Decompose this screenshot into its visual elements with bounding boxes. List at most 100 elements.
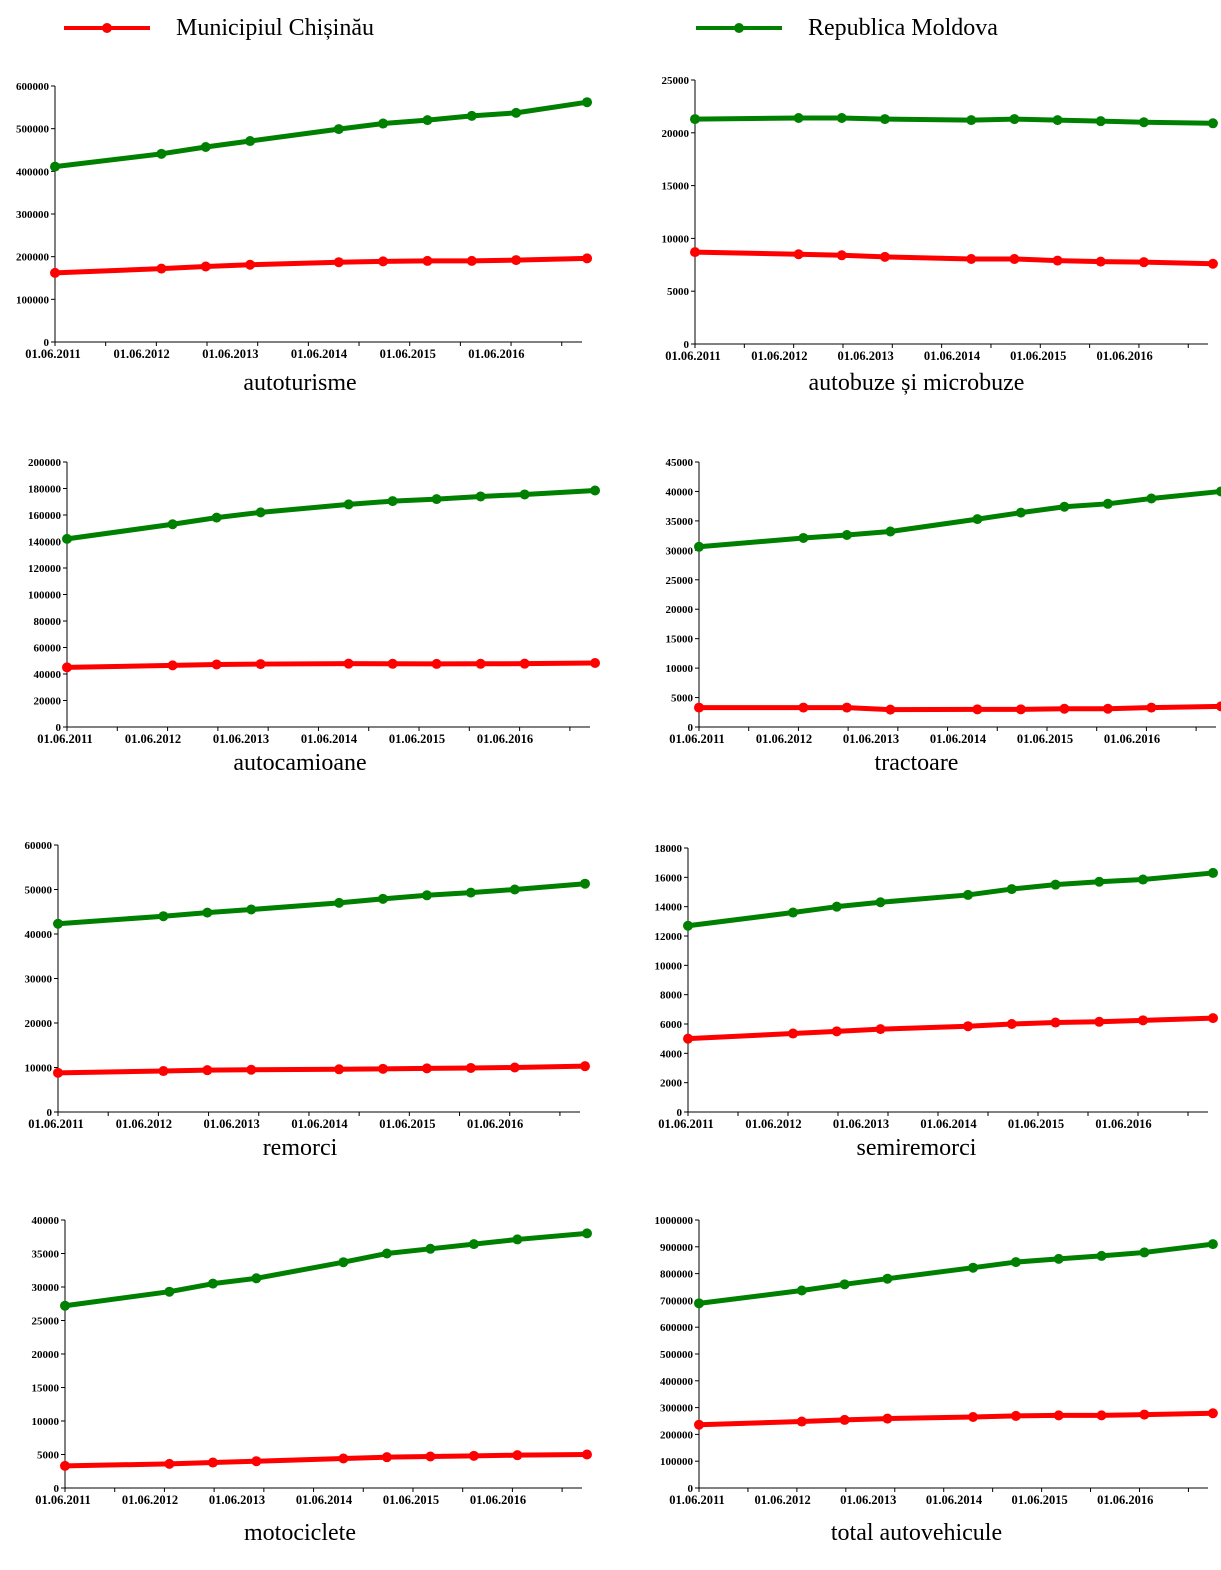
y-tick-label: 60000 — [25, 840, 53, 852]
y-tick-label: 25000 — [662, 75, 690, 87]
x-tick-label: 01.06.2013 — [213, 732, 269, 746]
x-tick-label: 01.06.2016 — [468, 347, 524, 361]
data-point-chisinau — [333, 257, 344, 268]
data-point-chisinau — [431, 658, 442, 669]
data-point-chisinau — [1095, 256, 1106, 267]
data-point-moldova — [972, 514, 983, 525]
y-tick-label: 30000 — [25, 974, 53, 986]
x-tick-label: 01.06.2011 — [669, 732, 725, 746]
line-chart-7: 0 5000 10000 15000 20000 25000 30000 35000 40000… — [32, 1215, 592, 1507]
chart-caption-6: semiremorci — [856, 1135, 977, 1161]
y-tick-label: 0 — [688, 722, 694, 734]
x-tick-label: 01.06.2012 — [114, 347, 170, 361]
data-point-chisinau — [1138, 1015, 1148, 1026]
data-point-chisinau — [156, 263, 167, 274]
data-point-moldova — [885, 526, 896, 537]
x-tick-label: 01.06.2012 — [755, 1493, 811, 1507]
y-tick-label: 5000 — [37, 1450, 60, 1462]
data-point-moldova — [62, 533, 72, 544]
y-tick-label: 10000 — [666, 663, 694, 675]
x-tick-label: 01.06.2014 — [920, 1117, 977, 1131]
data-point-chisinau — [1102, 703, 1113, 714]
data-point-moldova — [200, 142, 211, 153]
legend-item-moldova: Republica Moldova — [696, 8, 998, 48]
x-tick-label: 01.06.2013 — [202, 347, 258, 361]
x-tick-label: 01.06.2015 — [1008, 1117, 1064, 1131]
data-point-moldova — [381, 1248, 392, 1259]
y-tick-label: 35000 — [666, 516, 694, 528]
data-point-chisinau — [338, 1453, 349, 1464]
data-point-chisinau — [1139, 1409, 1150, 1420]
data-point-moldova — [511, 107, 522, 118]
chart-caption-4: tractoare — [874, 750, 959, 776]
data-point-moldova — [246, 904, 257, 915]
data-point-chisinau — [164, 1458, 175, 1469]
data-point-moldova — [431, 494, 442, 505]
chart-caption-7: motociclete — [244, 1520, 356, 1546]
data-point-chisinau — [581, 1449, 592, 1460]
legend-label-moldova: Republica Moldova — [808, 14, 998, 41]
y-tick-label: 20000 — [32, 1349, 60, 1361]
data-point-moldova — [694, 1298, 704, 1309]
y-tick-label: 300000 — [16, 209, 50, 221]
y-tick-label: 6000 — [660, 1019, 683, 1031]
data-point-moldova — [836, 113, 847, 124]
data-point-chisinau — [839, 1414, 850, 1425]
x-tick-label: 01.06.2014 — [291, 1117, 348, 1131]
series-line-moldova — [66, 487, 596, 542]
data-point-moldova — [788, 907, 798, 918]
data-point-chisinau — [53, 1067, 63, 1078]
data-point-moldova — [1138, 117, 1149, 128]
x-tick-label: 01.06.2012 — [745, 1117, 801, 1131]
data-point-moldova — [50, 161, 60, 172]
y-tick-label: 40000 — [34, 669, 62, 681]
series-line-moldova — [698, 1241, 1214, 1306]
x-tick-label: 01.06.2015 — [1011, 1493, 1067, 1507]
y-tick-label: 500000 — [660, 1349, 694, 1361]
data-point-chisinau — [1208, 1013, 1218, 1024]
chart-legend: Municipiul Chișinău Republica Moldova — [0, 0, 1221, 60]
line-chart-3: 0 20000 40000 60000 80000 100000 120000 140000 1… — [28, 457, 601, 746]
line-chart-4: 0 5000 10000 15000 20000 25000 30000 35000 40000… — [666, 457, 1221, 746]
data-point-chisinau — [509, 1062, 520, 1073]
data-point-chisinau — [841, 702, 852, 713]
x-tick-label: 01.06.2016 — [1097, 1493, 1153, 1507]
line-chart-8: 0 100000 200000 300000 400000 500000 600000 700… — [655, 1215, 1218, 1507]
data-point-moldova — [1096, 1250, 1107, 1261]
data-point-chisinau — [1006, 1019, 1017, 1029]
x-tick-label: 01.06.2016 — [470, 1493, 526, 1507]
data-point-moldova — [581, 1228, 592, 1239]
data-point-chisinau — [875, 1024, 886, 1035]
data-point-moldova — [1139, 1247, 1150, 1258]
data-point-chisinau — [968, 1411, 979, 1422]
data-point-chisinau — [831, 1026, 842, 1037]
chart-caption-8: total autovehicule — [830, 1520, 1003, 1546]
chart-panel-5: 0 10000 20000 30000 40000 50000 60000 01.06.201… — [0, 840, 600, 1140]
series-line-moldova — [694, 115, 1213, 126]
x-tick-label: 01.06.2014 — [926, 1493, 983, 1507]
data-point-moldova — [378, 118, 389, 129]
legend-swatch-moldova — [696, 23, 782, 33]
data-point-moldova — [1009, 114, 1020, 125]
data-point-chisinau — [511, 255, 522, 266]
data-point-chisinau — [1009, 253, 1020, 264]
data-point-moldova — [475, 491, 486, 502]
chart-panel-7: 0 5000 10000 15000 20000 25000 30000 35000 40000… — [0, 1210, 600, 1510]
y-tick-label: 100000 — [16, 294, 50, 306]
data-point-chisinau — [246, 1064, 257, 1075]
x-tick-label: 01.06.2015 — [383, 1493, 439, 1507]
data-point-chisinau — [167, 660, 178, 671]
data-point-moldova — [1208, 867, 1218, 878]
data-point-moldova — [1050, 879, 1061, 890]
data-point-chisinau — [425, 1451, 436, 1462]
x-tick-label: 01.06.2012 — [756, 732, 812, 746]
series-line-chisinau — [699, 703, 1221, 713]
chart-caption-5: remorci — [262, 1135, 338, 1161]
data-point-moldova — [1146, 493, 1157, 504]
y-tick-label: 4000 — [660, 1048, 683, 1060]
data-point-chisinau — [798, 702, 809, 713]
data-point-moldova — [1094, 876, 1105, 887]
data-point-chisinau — [158, 1066, 169, 1077]
y-tick-label: 14000 — [655, 902, 683, 914]
legend-label-chisinau: Municipiul Chișinău — [176, 14, 374, 41]
